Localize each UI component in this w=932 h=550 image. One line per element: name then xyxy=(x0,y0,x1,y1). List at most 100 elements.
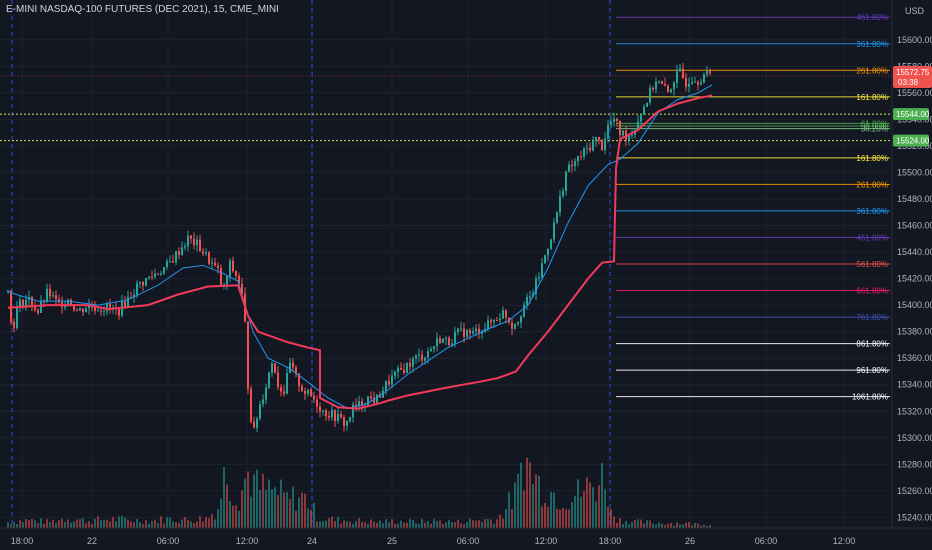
candle-body[interactable] xyxy=(403,369,405,374)
candle-body[interactable] xyxy=(490,320,492,323)
candle-body[interactable] xyxy=(679,68,681,72)
candle-body[interactable] xyxy=(286,373,288,394)
candle-body[interactable] xyxy=(349,417,351,422)
candle-body[interactable] xyxy=(130,296,132,298)
candle-body[interactable] xyxy=(421,354,423,361)
candle-body[interactable] xyxy=(604,138,606,151)
candle-body[interactable] xyxy=(214,262,216,266)
candle-body[interactable] xyxy=(409,362,411,367)
candle-body[interactable] xyxy=(31,296,33,307)
candle-body[interactable] xyxy=(127,296,129,308)
candle-body[interactable] xyxy=(145,278,147,286)
candle-body[interactable] xyxy=(703,74,705,83)
candle-body[interactable] xyxy=(376,394,378,404)
candle-body[interactable] xyxy=(157,273,159,275)
candle-body[interactable] xyxy=(322,410,324,412)
candle-body[interactable] xyxy=(502,310,504,319)
candle-body[interactable] xyxy=(505,310,507,318)
candle-body[interactable] xyxy=(637,121,639,130)
candle-body[interactable] xyxy=(163,267,165,274)
candle-body[interactable] xyxy=(136,283,138,295)
candle-body[interactable] xyxy=(187,235,189,247)
candle-body[interactable] xyxy=(628,134,630,140)
candle-body[interactable] xyxy=(67,299,69,305)
candle-body[interactable] xyxy=(46,288,48,302)
candle-body[interactable] xyxy=(193,238,195,246)
candle-body[interactable] xyxy=(25,299,27,307)
candle-body[interactable] xyxy=(427,351,429,358)
candle-body[interactable] xyxy=(370,396,372,399)
candle-body[interactable] xyxy=(253,421,255,428)
candle-body[interactable] xyxy=(79,308,81,311)
candle-body[interactable] xyxy=(661,81,663,84)
candle-body[interactable] xyxy=(241,283,243,294)
candle-body[interactable] xyxy=(406,362,408,374)
candle-body[interactable] xyxy=(55,295,57,300)
candle-body[interactable] xyxy=(457,328,459,333)
candle-body[interactable] xyxy=(58,299,60,302)
candle-body[interactable] xyxy=(97,310,99,312)
candle-body[interactable] xyxy=(103,311,105,313)
candle-body[interactable] xyxy=(418,354,420,356)
candle-body[interactable] xyxy=(697,81,699,85)
candle-body[interactable] xyxy=(595,137,597,142)
candle-body[interactable] xyxy=(160,273,162,275)
candle-body[interactable] xyxy=(526,297,528,305)
candle-body[interactable] xyxy=(289,362,291,374)
candle-body[interactable] xyxy=(385,380,387,391)
candle-body[interactable] xyxy=(619,120,621,136)
candle-body[interactable] xyxy=(655,81,657,90)
candle-body[interactable] xyxy=(400,367,402,370)
candle-body[interactable] xyxy=(40,301,42,313)
candle-body[interactable] xyxy=(73,305,75,311)
candle-body[interactable] xyxy=(7,290,9,292)
candle-body[interactable] xyxy=(166,261,168,268)
candle-body[interactable] xyxy=(520,316,522,323)
candle-body[interactable] xyxy=(499,318,501,321)
candle-body[interactable] xyxy=(367,396,369,406)
candle-body[interactable] xyxy=(415,355,417,359)
candle-body[interactable] xyxy=(649,87,651,103)
candle-body[interactable] xyxy=(256,418,258,428)
candle-body[interactable] xyxy=(451,343,453,345)
candle-body[interactable] xyxy=(496,320,498,322)
candle-body[interactable] xyxy=(379,394,381,398)
candle-body[interactable] xyxy=(358,401,360,407)
candle-body[interactable] xyxy=(346,421,348,426)
candle-body[interactable] xyxy=(565,171,567,192)
candle-body[interactable] xyxy=(118,308,120,316)
candle-body[interactable] xyxy=(148,276,150,279)
candle-body[interactable] xyxy=(436,338,438,347)
candle-body[interactable] xyxy=(466,329,468,337)
candle-body[interactable] xyxy=(268,372,270,388)
candle-body[interactable] xyxy=(331,410,333,418)
candle-body[interactable] xyxy=(616,118,618,121)
candle-body[interactable] xyxy=(277,372,279,388)
candle-body[interactable] xyxy=(556,212,558,223)
candle-body[interactable] xyxy=(217,265,219,269)
candle-body[interactable] xyxy=(208,252,210,264)
candle-body[interactable] xyxy=(307,389,309,394)
candle-body[interactable] xyxy=(313,396,315,400)
candle-body[interactable] xyxy=(196,239,198,246)
candle-body[interactable] xyxy=(646,102,648,107)
candle-body[interactable] xyxy=(325,410,327,417)
candle-body[interactable] xyxy=(529,296,531,298)
candle-body[interactable] xyxy=(472,331,474,334)
candle-body[interactable] xyxy=(454,332,456,344)
candle-body[interactable] xyxy=(583,148,585,157)
candle-body[interactable] xyxy=(448,337,450,345)
candle-body[interactable] xyxy=(52,295,54,297)
candle-body[interactable] xyxy=(34,306,36,310)
candle-body[interactable] xyxy=(691,82,693,84)
candle-body[interactable] xyxy=(304,390,306,394)
candle-body[interactable] xyxy=(133,294,135,298)
candle-body[interactable] xyxy=(10,290,12,322)
candle-body[interactable] xyxy=(397,367,399,372)
candle-body[interactable] xyxy=(250,388,252,422)
candle-body[interactable] xyxy=(94,307,96,311)
candle-body[interactable] xyxy=(469,329,471,334)
candle-body[interactable] xyxy=(154,273,156,277)
candle-body[interactable] xyxy=(190,235,192,239)
candle-body[interactable] xyxy=(667,85,669,93)
